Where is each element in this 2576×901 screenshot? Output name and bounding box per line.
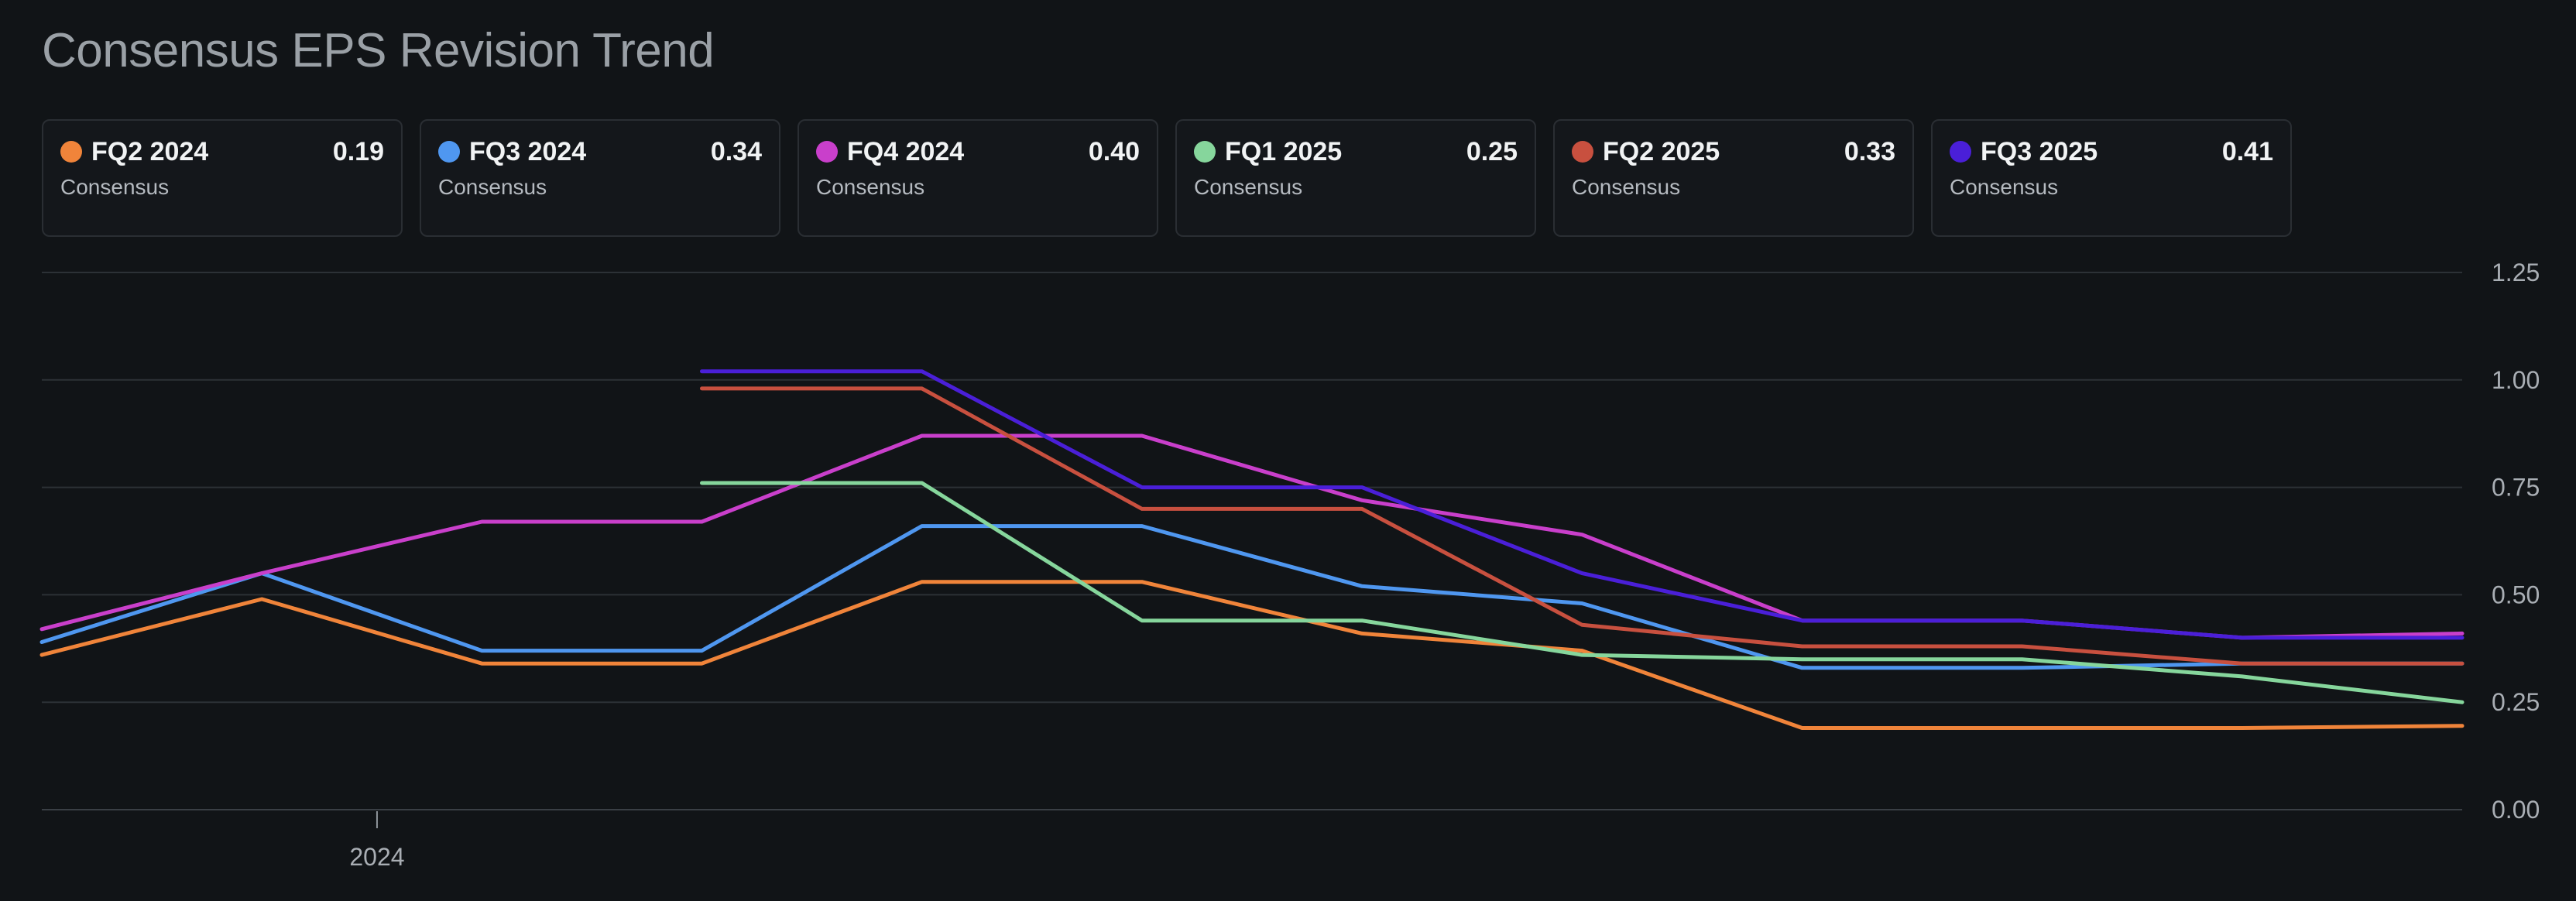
legend-series-name: FQ3 2025 bbox=[1981, 136, 2098, 166]
legend-card-fq3-2025[interactable]: FQ3 2025 0.41 Consensus bbox=[1931, 119, 2292, 237]
y-tick-label: 0.25 bbox=[2492, 688, 2540, 716]
legend-swatch bbox=[60, 141, 82, 163]
legend-series-name: FQ2 2024 bbox=[91, 136, 209, 166]
legend-series-name: FQ2 2025 bbox=[1603, 136, 1720, 166]
legend-card-fq4-2024[interactable]: FQ4 2024 0.40 Consensus bbox=[797, 119, 1158, 237]
y-tick-label: 0.75 bbox=[2492, 474, 2540, 502]
legend-swatch bbox=[1950, 141, 1971, 163]
chart-title: Consensus EPS Revision Trend bbox=[42, 24, 715, 77]
series-line-fq3-2024 bbox=[39, 524, 2465, 670]
legend-series-name: FQ4 2024 bbox=[847, 136, 965, 166]
legend-card-fq1-2025[interactable]: FQ1 2025 0.25 Consensus bbox=[1175, 119, 1536, 237]
legend-swatch bbox=[1194, 141, 1216, 163]
legend-series-subtitle: Consensus bbox=[816, 175, 925, 199]
series-line-fq1-2025 bbox=[700, 481, 2465, 704]
y-tick-label: 0.50 bbox=[2492, 581, 2540, 608]
legend-series-value: 0.25 bbox=[1466, 136, 1518, 166]
series-line-fq2-2025 bbox=[700, 386, 2465, 666]
legend: FQ2 2024 0.19 Consensus FQ3 2024 0.34 Co… bbox=[42, 119, 2292, 237]
legend-series-name: FQ3 2024 bbox=[469, 136, 587, 166]
legend-swatch bbox=[816, 141, 838, 163]
legend-swatch bbox=[1572, 141, 1593, 163]
y-tick-label: 1.25 bbox=[2492, 259, 2540, 286]
chart-series-lines bbox=[39, 369, 2465, 730]
series-line-fq3-2025 bbox=[700, 369, 2465, 640]
legend-card-fq3-2024[interactable]: FQ3 2024 0.34 Consensus bbox=[420, 119, 780, 237]
x-tick-label: 2024 bbox=[349, 843, 404, 871]
legend-series-value: 0.19 bbox=[332, 136, 384, 166]
legend-series-subtitle: Consensus bbox=[1194, 175, 1303, 199]
legend-series-subtitle: Consensus bbox=[1572, 175, 1681, 199]
legend-series-subtitle: Consensus bbox=[1950, 175, 2059, 199]
y-tick-label: 0.00 bbox=[2492, 796, 2540, 824]
legend-series-subtitle: Consensus bbox=[438, 175, 547, 199]
legend-series-subtitle: Consensus bbox=[60, 175, 170, 199]
legend-series-value: 0.34 bbox=[710, 136, 762, 166]
legend-card-fq2-2024[interactable]: FQ2 2024 0.19 Consensus bbox=[42, 119, 403, 237]
legend-swatch bbox=[438, 141, 460, 163]
y-tick-label: 1.00 bbox=[2492, 366, 2540, 394]
legend-card-fq2-2025[interactable]: FQ2 2025 0.33 Consensus bbox=[1553, 119, 1914, 237]
legend-series-value: 0.33 bbox=[1844, 136, 1895, 166]
legend-series-value: 0.40 bbox=[1088, 136, 1140, 166]
series-line-fq2-2024 bbox=[39, 580, 2465, 730]
legend-series-name: FQ1 2025 bbox=[1225, 136, 1343, 166]
legend-series-value: 0.41 bbox=[2221, 136, 2273, 166]
x-axis: 2024 bbox=[349, 811, 405, 871]
y-axis-ticks: 0.00 0.25 0.50 0.75 1.00 1.25 bbox=[2492, 259, 2540, 824]
